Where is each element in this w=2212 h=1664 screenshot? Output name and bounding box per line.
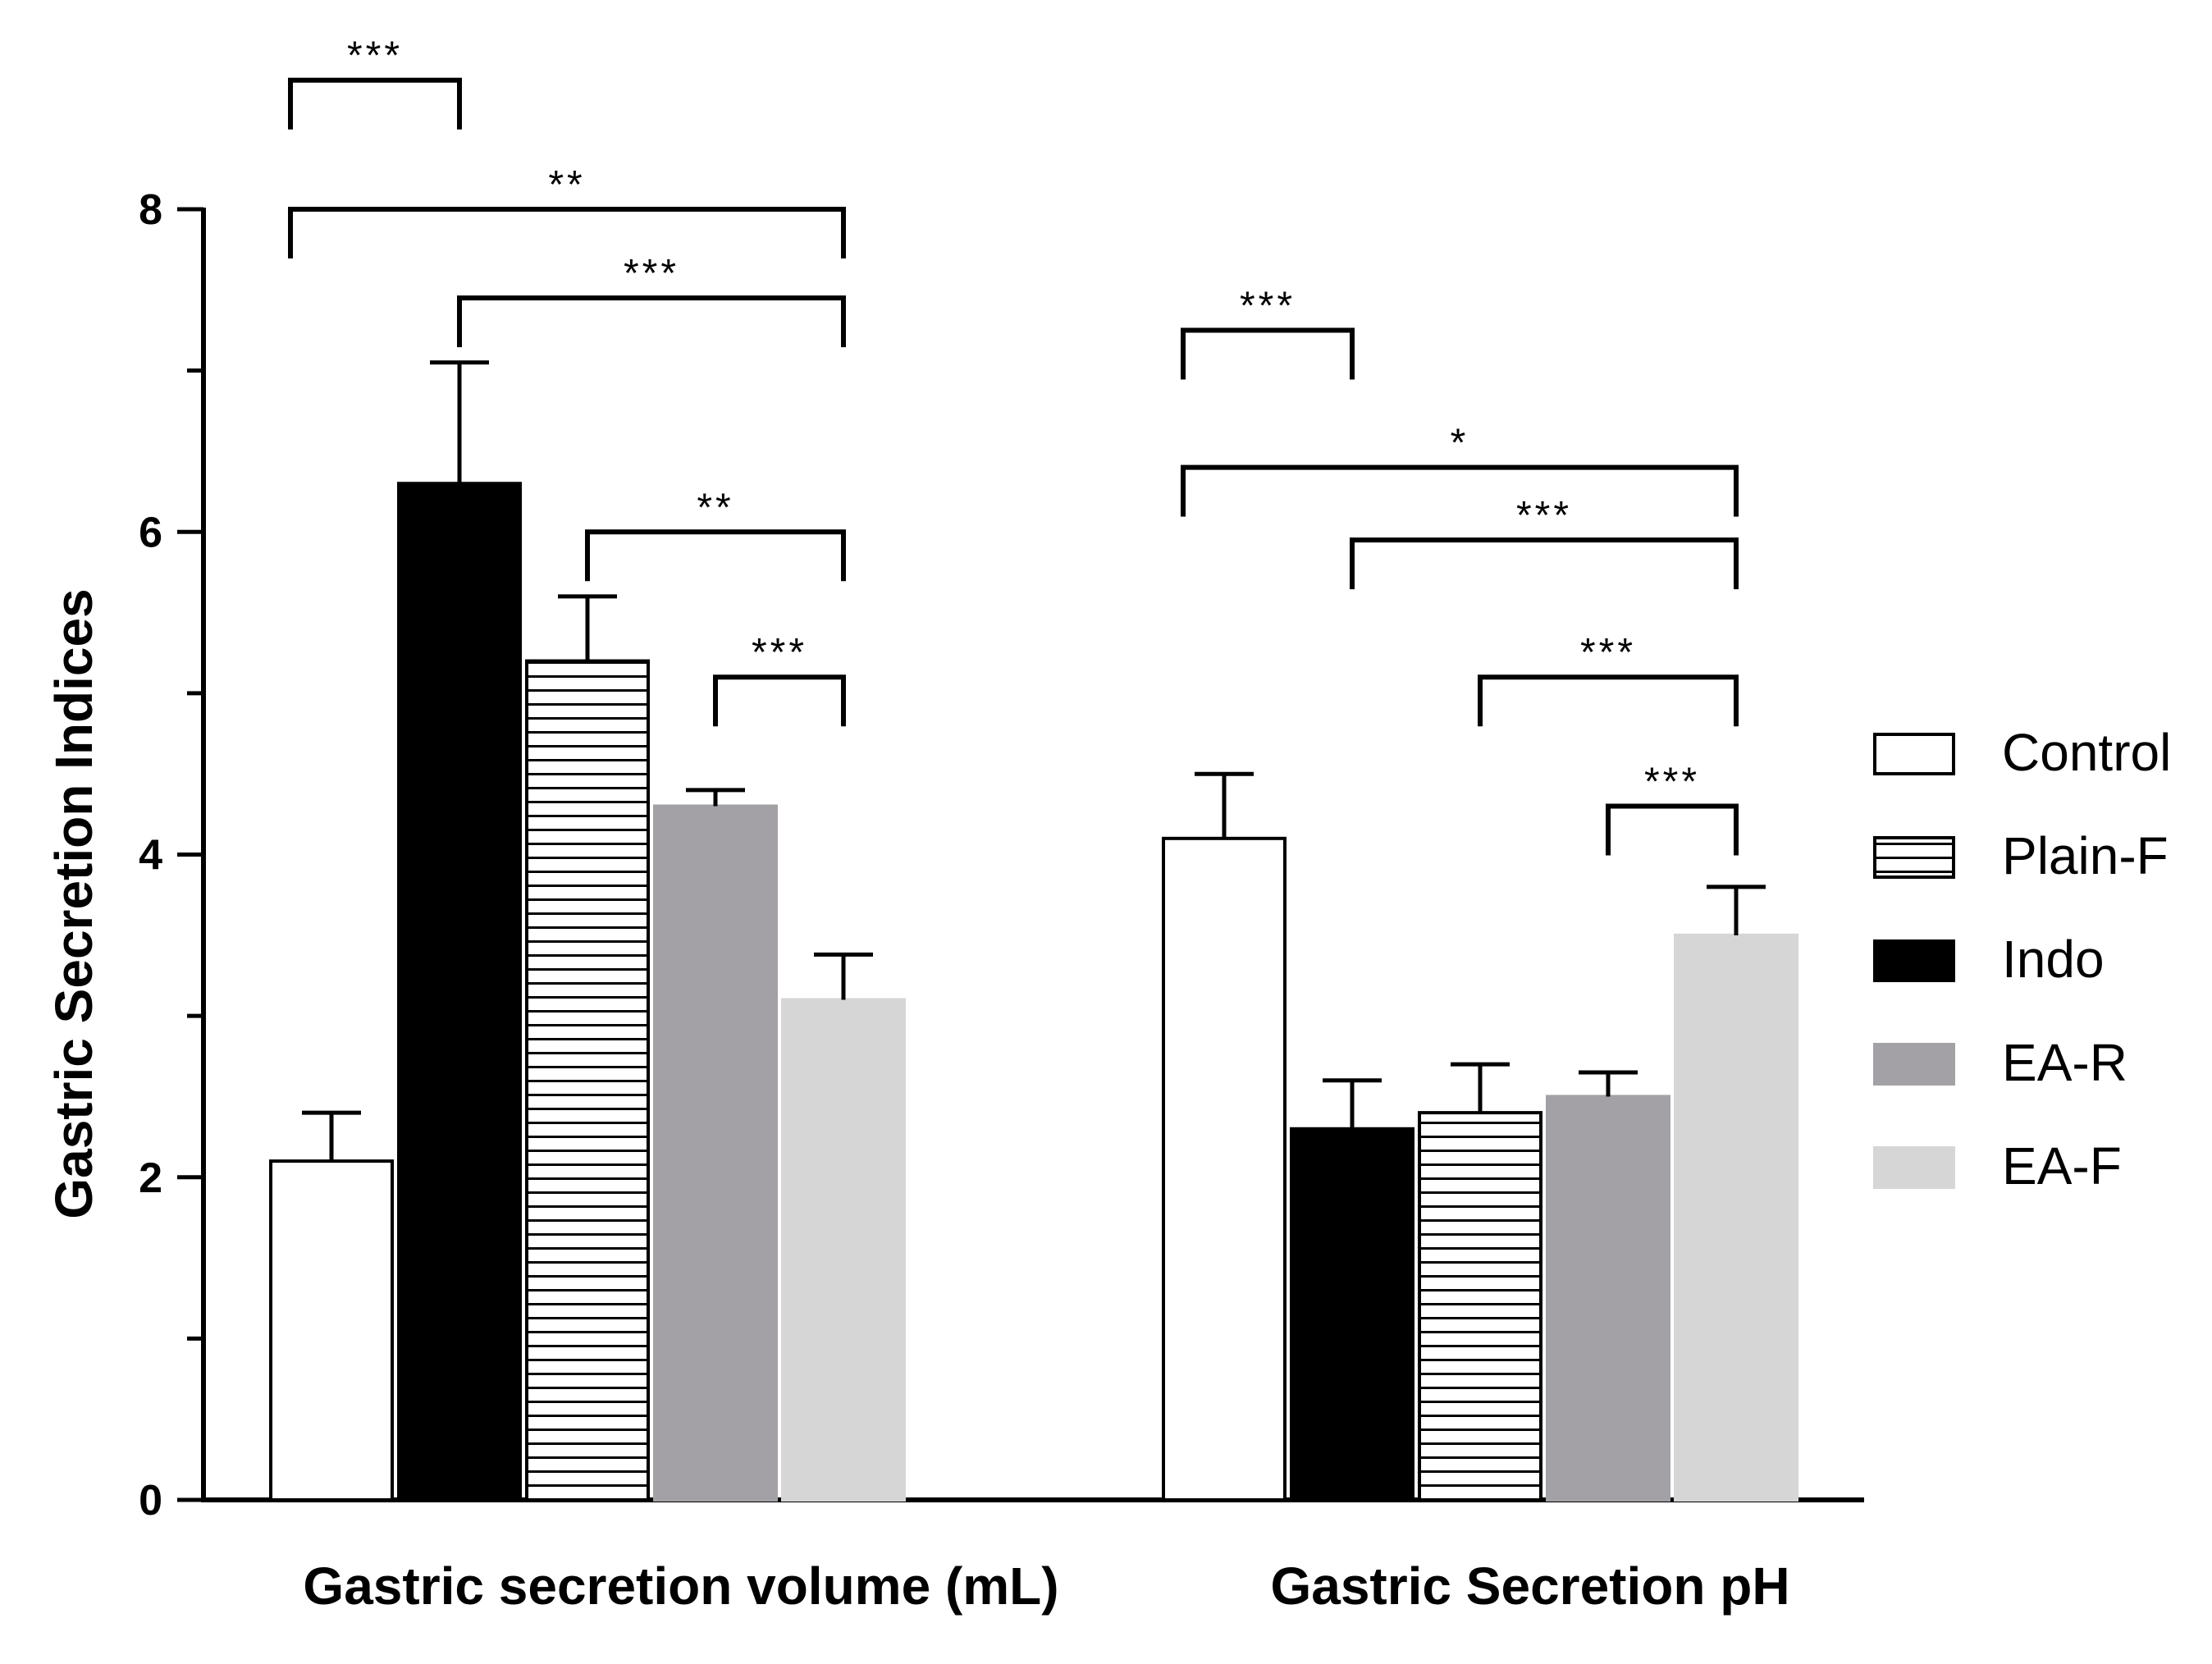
significance-bracket [1181,464,1739,517]
legend-swatch-ea-f [1873,1146,1955,1189]
bar-indo [397,482,522,1502]
significance-label: *** [1580,631,1636,674]
legend-item: Indo [1873,930,2105,989]
bar-control [1162,836,1287,1502]
bar-ea-r [653,804,778,1502]
bar-ea-f [1674,933,1798,1502]
significance-label: *** [1516,494,1572,537]
legend-label: Indo [2002,930,2105,989]
significance-label: ** [697,486,734,529]
significance-bracket [1350,537,1739,590]
legend-item: Plain-F [1873,826,2169,885]
bar-indo [1290,1127,1414,1502]
significance-bracket [1478,674,1739,727]
significance-label: *** [624,252,679,295]
legend-label: Control [2002,723,2171,782]
x-group-label: Gastric secretion volume (mL) [303,1557,1058,1616]
legend-label: EA-R [2002,1033,2127,1092]
y-tick-label: 0 [139,1477,162,1525]
significance-brackets: ************************** [288,34,1739,856]
significance-bracket [288,207,846,258]
bar-control [269,1159,394,1502]
legend-item: EA-F [1873,1136,2122,1195]
x-group-label: Gastric Secretion pH [1270,1557,1789,1616]
significance-bracket [713,674,846,727]
significance-bracket [288,77,462,130]
y-tick-label: 8 [139,186,162,234]
bar-plain-f [525,659,650,1502]
y-tick-label: 6 [139,509,162,556]
bar-ea-f [781,998,906,1502]
error-bars [302,360,1766,1162]
y-tick-label: 4 [139,832,162,880]
significance-bracket [1606,803,1739,856]
legend-label: Plain-F [2002,826,2169,885]
y-axis-title: Gastric Secretion Indices [44,588,103,1218]
significance-label: *** [1644,761,1700,804]
legend-swatch-control [1873,733,1955,775]
bar-ea-r [1546,1095,1670,1502]
significance-label: *** [347,34,403,78]
significance-label: ** [548,163,585,207]
legend-label: EA-F [2002,1136,2122,1195]
bar-plain-f [1418,1111,1542,1502]
legend-item: EA-R [1873,1033,2127,1092]
significance-label: *** [752,631,807,674]
legend-item: Control [1873,723,2171,782]
significance-bracket [457,295,846,348]
bars: Gastric secretion volume (mL) Gastric Sec… [269,482,1798,1616]
y-tick-label: 2 [139,1154,162,1202]
legend-swatch-plain-f [1873,836,1955,879]
significance-bracket [1181,327,1355,380]
significance-label: *** [1240,284,1296,327]
legend: Control Plain-F Indo EA-R EA-F [1873,723,2171,1195]
significance-bracket [585,529,846,582]
legend-swatch-ea-r [1873,1043,1955,1086]
significance-label: * [1451,422,1469,465]
legend-swatch-indo [1873,939,1955,982]
